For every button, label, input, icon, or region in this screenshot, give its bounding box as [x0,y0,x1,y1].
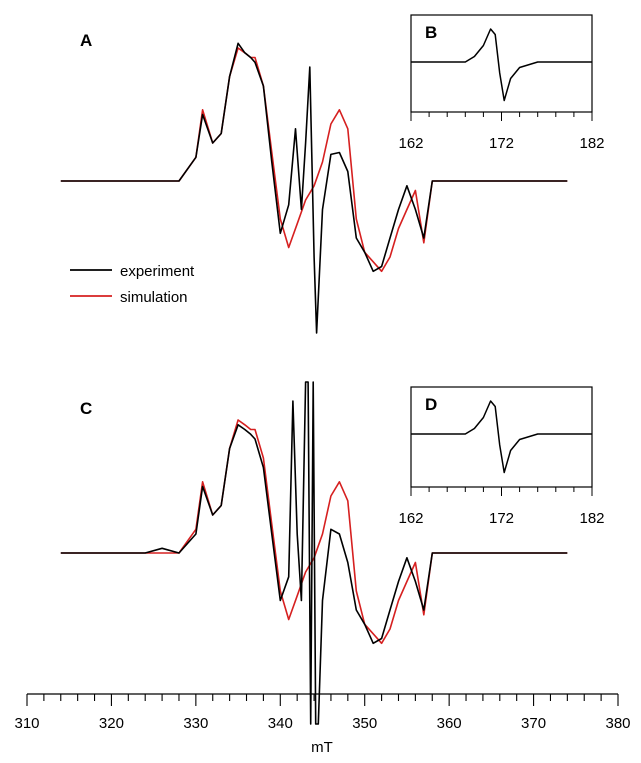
x-axis-tick-label: 380 [605,715,630,732]
panel-c-label: C [80,399,92,418]
inset-b-experiment-line [411,28,592,102]
inset-d-label: D [425,395,437,414]
inset-b-ticks: 162 172 182 [398,112,605,152]
inset-d-tick-label: 182 [579,510,604,527]
legend: experiment simulation [70,263,195,306]
inset-b-tick-label: 182 [579,135,604,152]
panel-c: C [60,381,568,725]
inset-b-lines [411,28,592,102]
inset-d: D 162 172 182 [398,386,605,527]
x-axis-tick-label: 370 [521,715,546,732]
panel-c-lines [60,381,568,725]
inset-b-frame [410,14,593,113]
panel-a: A [60,31,568,334]
inset-d-frame [410,386,593,488]
inset-d-experiment-line [411,400,592,474]
x-axis-tick-label: 330 [183,715,208,732]
panel-a-label: A [80,31,92,50]
inset-b-tick-label: 162 [398,135,423,152]
inset-d-lines [411,400,592,474]
panel-a-lines [60,42,568,334]
legend-simulation-label: simulation [120,289,188,306]
panel-c-experiment-line [60,381,568,725]
x-axis: 310 320 330 340 350 360 370 380 mT [14,693,631,756]
x-axis-ticks: 310 320 330 340 350 360 370 380 [14,694,631,732]
x-axis-tick-label: 360 [437,715,462,732]
inset-d-tick-label: 162 [398,510,423,527]
x-axis-tick-label: 350 [352,715,377,732]
x-axis-title: mT [311,739,333,756]
legend-experiment-label: experiment [120,263,195,280]
inset-d-tick-label: 172 [489,510,514,527]
x-axis-tick-label: 340 [268,715,293,732]
inset-b-tick-label: 172 [489,135,514,152]
inset-d-ticks: 162 172 182 [398,487,605,527]
x-axis-tick-label: 320 [99,715,124,732]
inset-b: B 162 172 182 [398,14,605,152]
inset-b-label: B [425,23,437,42]
panel-a-experiment-line [60,42,568,334]
x-axis-tick-label: 310 [14,715,39,732]
